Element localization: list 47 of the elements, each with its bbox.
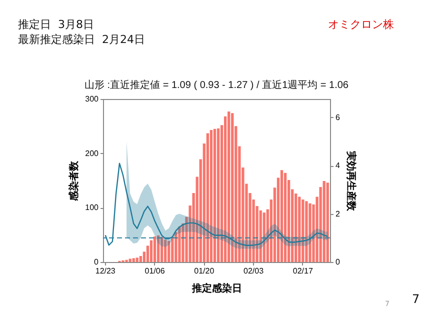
bar bbox=[136, 258, 138, 262]
x-axis-title: 推定感染日 bbox=[191, 282, 242, 294]
bar bbox=[298, 196, 301, 262]
bar bbox=[206, 133, 210, 262]
y2-axis-title: 実効再生産数 bbox=[344, 150, 357, 212]
y-axis-title: 感染者数 bbox=[68, 160, 80, 202]
text: 推定日 3月8日 bbox=[18, 17, 94, 32]
x-tick-label: 02/17 bbox=[292, 266, 314, 276]
chart-title: 山形 :直近推定値 = 1.09 ( 0.93 - 1.27 ) / 直近1週平均 = 1.06 bbox=[84, 79, 349, 91]
bar bbox=[128, 258, 132, 262]
y-tick-label: 0 bbox=[94, 258, 100, 266]
x-tick-label: 01/20 bbox=[194, 266, 215, 276]
line-series bbox=[104, 162, 328, 246]
bar bbox=[228, 111, 230, 262]
bar bbox=[164, 240, 167, 262]
y2-tick-label: 0 bbox=[336, 258, 340, 266]
y2-tick-label: 6 bbox=[336, 112, 340, 122]
x-tick-label: 01/06 bbox=[144, 266, 166, 276]
x-tick-label: 12/23 bbox=[95, 266, 116, 276]
bar bbox=[305, 201, 308, 262]
bar bbox=[322, 181, 326, 262]
bar bbox=[259, 210, 262, 262]
bar bbox=[178, 226, 181, 262]
text: オミクロン株 bbox=[328, 17, 394, 32]
bar bbox=[132, 258, 135, 262]
text: 7 bbox=[412, 292, 420, 306]
bar bbox=[156, 235, 160, 262]
bar bbox=[280, 170, 284, 262]
bar bbox=[308, 203, 312, 262]
bar bbox=[150, 240, 153, 262]
bar bbox=[284, 172, 287, 262]
bar bbox=[153, 236, 156, 262]
y-tick-label: 200 bbox=[85, 148, 100, 158]
y-tick-label: 300 bbox=[85, 94, 100, 104]
bar bbox=[326, 182, 329, 262]
x-tick-label: 02/03 bbox=[244, 266, 264, 276]
bar bbox=[213, 128, 216, 262]
bar bbox=[168, 240, 170, 262]
bar bbox=[231, 113, 234, 262]
bar bbox=[210, 130, 213, 262]
bar bbox=[302, 200, 304, 262]
y2-tick-label: 2 bbox=[336, 209, 340, 218]
text: 最新推定感染日 2月24日 bbox=[18, 32, 145, 47]
bar bbox=[160, 237, 164, 262]
y-tick-label: 100 bbox=[85, 203, 100, 212]
bar bbox=[216, 128, 220, 262]
y2-tick-label: 4 bbox=[336, 161, 340, 170]
